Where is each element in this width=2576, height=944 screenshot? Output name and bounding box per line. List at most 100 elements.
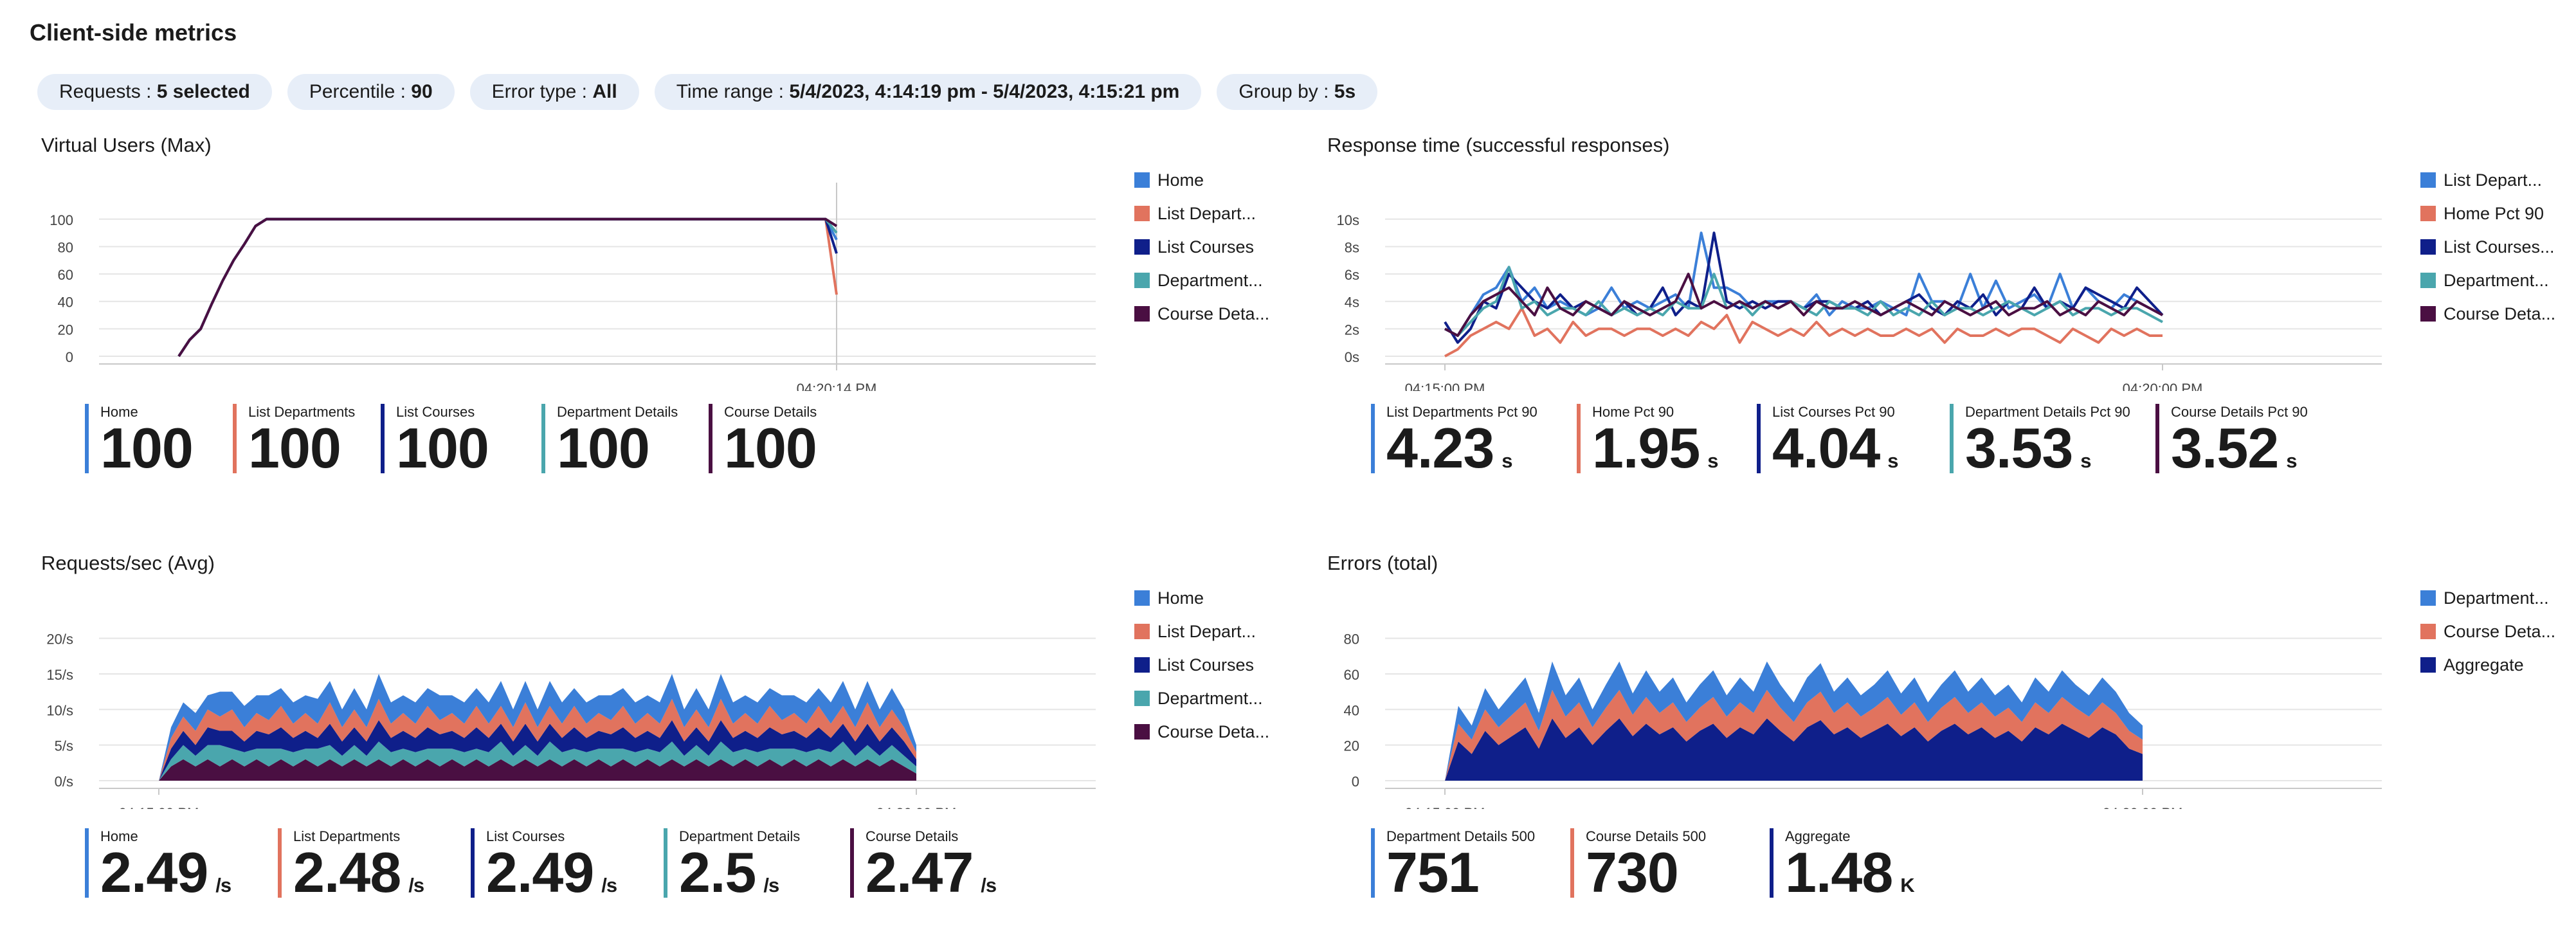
x-tick-label: 04:15:00 PM: [1405, 805, 1485, 809]
series-line-2: [177, 217, 838, 358]
legend-item[interactable]: Department...: [1134, 264, 1269, 297]
legend-item[interactable]: Aggregate: [2420, 648, 2555, 682]
stat-color-bar: [1371, 404, 1375, 473]
legend-item[interactable]: Home: [1134, 163, 1269, 197]
legend-item[interactable]: Department...: [2420, 581, 2555, 615]
stat-value: 2.49/s: [100, 844, 231, 913]
stat-color-bar: [2155, 404, 2159, 473]
legend-item[interactable]: List Courses: [1134, 648, 1269, 682]
legend-swatch: [1134, 691, 1150, 706]
legend-item[interactable]: Home Pct 90: [2420, 197, 2555, 230]
legend-item[interactable]: List Depart...: [1134, 197, 1269, 230]
stat-color-bar: [85, 828, 89, 898]
legend-item[interactable]: List Depart...: [2420, 163, 2555, 197]
y-tick-label: 20: [58, 322, 73, 338]
stat-value: 4.04 s: [1772, 420, 1899, 489]
stat-number: 3.53: [1965, 416, 2073, 480]
legend-item[interactable]: List Courses: [1134, 230, 1269, 264]
series-line-1: [1444, 231, 2163, 337]
filter-value: All: [592, 81, 617, 102]
legend-label: Department...: [1157, 271, 1263, 290]
percentile-filter-pill[interactable]: Percentile : 90: [287, 74, 455, 110]
stat-value: 3.53 s: [1965, 420, 2130, 489]
y-tick-label: 6s: [1345, 267, 1359, 283]
stat-label: List Departments: [248, 404, 356, 420]
stat-color-bar: [1570, 828, 1574, 898]
stat-number: 100: [557, 416, 650, 480]
legend-swatch: [1134, 306, 1150, 322]
legend-swatch: [1134, 657, 1150, 673]
stat-unit: /s: [981, 874, 997, 896]
stat-value: 4.23 s: [1386, 420, 1537, 489]
legend-label: Course Deta...: [1157, 722, 1270, 741]
legend-swatch: [2420, 657, 2436, 673]
group-by-filter-pill[interactable]: Group by : 5s: [1217, 74, 1378, 110]
legend-item[interactable]: Department...: [2420, 264, 2555, 297]
stat-color-bar: [85, 404, 89, 473]
stat-tile: List Departments 2.48/s: [278, 828, 424, 903]
legend-label: Home Pct 90: [2444, 204, 2544, 223]
chart-plot: 0s 2s 4s 6s 8s 10s 04:15:00 PM 04:20:00 PM: [1337, 212, 2382, 391]
legend-swatch: [2420, 239, 2436, 255]
legend-item[interactable]: List Depart...: [1134, 615, 1269, 648]
error-type-filter-pill[interactable]: Error type : All: [469, 74, 639, 110]
time-range-filter-pill[interactable]: Time range : 5/4/2023, 4:14:19 pm - 5/4/…: [654, 74, 1202, 110]
stat-label: List Courses: [486, 828, 565, 844]
stat-color-bar: [1577, 404, 1581, 473]
stat-number: 4.23: [1386, 416, 1494, 480]
y-tick-label: 60: [1344, 667, 1359, 683]
legend-item[interactable]: Course Deta...: [2420, 615, 2555, 648]
chart-plot: 0 20 40 60 80 04:15:00 PM 04:20:00 PM: [1344, 631, 2382, 809]
legend-item[interactable]: List Courses...: [2420, 230, 2555, 264]
legend-label: Department...: [2444, 271, 2549, 290]
stat-value: 730: [1586, 844, 1706, 913]
filter-bar: Requests : 5 selected Percentile : 90 Er…: [37, 74, 1393, 110]
legend-item[interactable]: Course Deta...: [1134, 715, 1269, 749]
stat-number: 2.48: [293, 840, 401, 904]
stat-color-bar: [1371, 828, 1375, 898]
stat-label: List Departments Pct 90: [1386, 404, 1537, 420]
stat-value: 100: [100, 420, 201, 489]
stat-tile: Home 2.49/s: [85, 828, 231, 903]
stat-color-bar: [278, 828, 282, 898]
stat-unit: s: [1887, 449, 1898, 472]
y-tick-label: 60: [58, 267, 73, 283]
legend-label: List Courses...: [2444, 237, 2555, 257]
series-line-2: [1444, 307, 2163, 358]
stat-tile: Course Details Pct 90 3.52 s: [2155, 404, 2308, 478]
legend-item[interactable]: Course Deta...: [2420, 297, 2555, 331]
stat-number: 1.95: [1592, 416, 1700, 480]
stat-tile: Course Details 2.47/s: [850, 828, 997, 903]
virtual-users-panel: Virtual Users (Max) 0 20 40 60 80 100 04:20:14 …: [41, 134, 1295, 494]
legend-item[interactable]: Home: [1134, 581, 1269, 615]
stat-number: 100: [724, 416, 817, 480]
stat-color-bar: [1950, 404, 1954, 473]
chart-plot: 0 20 40 60 80 100 04:20:14 PM: [50, 183, 1096, 391]
stat-label: Aggregate: [1785, 828, 1851, 844]
stat-label: Department Details: [679, 828, 801, 844]
stat-tile: Department Details 500 751: [1371, 828, 1535, 903]
legend-swatch: [2420, 590, 2436, 606]
stat-label: Course Details: [866, 828, 959, 844]
series-area-1: [1445, 718, 2143, 781]
legend-item[interactable]: Course Deta...: [1134, 297, 1269, 331]
stat-color-bar: [1770, 828, 1773, 898]
stat-number: 100: [396, 416, 489, 480]
stat-value: 100: [248, 420, 355, 489]
legend-item[interactable]: Department...: [1134, 682, 1269, 715]
stat-tile: Department Details 2.5/s: [664, 828, 800, 903]
stat-tile: Department Details Pct 90 3.53 s: [1950, 404, 2130, 478]
stat-color-bar: [233, 404, 237, 473]
stat-color-bar: [541, 404, 545, 473]
requests-filter-pill[interactable]: Requests : 5 selected: [37, 74, 272, 110]
page-title: Client-side metrics: [30, 19, 237, 46]
series-area-2: [159, 741, 916, 781]
legend-label: Home: [1157, 588, 1204, 608]
y-tick-label: 2s: [1345, 322, 1359, 338]
stat-label: Department Details: [557, 404, 678, 420]
legend-swatch: [1134, 206, 1150, 221]
legend-label: List Depart...: [1157, 622, 1256, 641]
x-tick-label: 04:20:00 PM: [2123, 381, 2203, 391]
y-tick-label: 4s: [1345, 295, 1359, 311]
legend-swatch: [2420, 206, 2436, 221]
